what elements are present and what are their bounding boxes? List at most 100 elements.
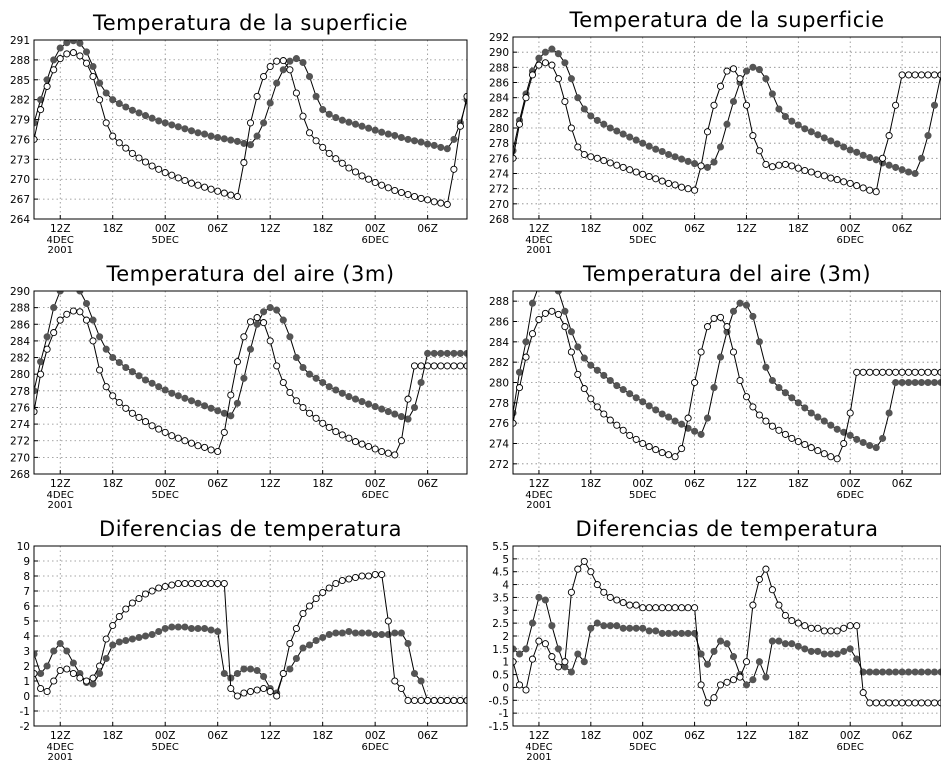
point-open [515,681,524,689]
point-filled [593,366,601,374]
point-open [820,172,828,180]
point-filled [266,304,274,312]
y-tick-label: 272 [489,184,509,196]
point-filled [371,630,379,639]
point-filled [749,312,757,320]
point-open [697,162,705,170]
point-open [312,414,320,422]
point-open [567,124,575,132]
point-open [632,601,640,609]
point-open [567,588,575,596]
point-filled [365,400,373,408]
point-open [292,89,300,97]
point-filled [456,349,464,357]
point-filled [814,131,822,139]
y-tick-label: 278 [10,386,30,398]
point-open [430,198,438,206]
point-filled [338,629,346,637]
point-filled [561,307,569,315]
point-open [632,435,640,443]
point-open [840,624,848,632]
point-open [561,97,569,106]
point-filled [207,404,215,412]
x-tick-label: 06Z [207,223,228,235]
point-filled [762,363,770,371]
point-open [358,440,366,448]
point-open [76,674,84,682]
point-open [548,653,556,661]
point-open [37,684,45,693]
point-open [115,398,123,407]
x-tick-sublabel: 4DEC [47,235,74,246]
point-filled [201,130,209,138]
point-filled [885,409,893,417]
point-filled [404,135,412,143]
point-open [96,662,104,670]
point-open [187,579,196,588]
point-open [917,368,926,376]
point-open [606,159,614,167]
point-filled [69,659,77,667]
point-filled [50,304,58,312]
point-open [678,604,686,612]
point-filled [924,378,932,387]
point-open [404,395,412,403]
point-open [639,604,647,612]
plot-area [513,291,941,463]
point-filled [338,389,346,397]
plot-frame [512,36,941,220]
x-tick-label: 06Z [892,730,913,742]
point-open [703,323,712,331]
x-tick-label: 12Z [736,478,757,490]
point-filled [613,127,621,135]
point-filled [580,658,588,666]
point-filled [905,378,913,387]
point-filled [911,668,919,676]
point-filled [840,647,848,655]
x-tick-sublabel: 4DEC [47,742,74,753]
point-open [122,404,130,412]
x-tick-label: 18Z [788,730,809,742]
point-open [34,408,38,416]
point-open [233,358,241,366]
y-tick-label: 288 [489,62,509,74]
point-filled [613,382,621,390]
point-open [122,144,130,152]
point-open [574,370,582,378]
point-filled [755,338,763,346]
point-filled [872,444,880,452]
point-open [619,599,627,607]
point-open [378,181,386,189]
point-open [135,413,143,421]
x-tick-sublabel: 2001 [48,245,73,256]
point-open [102,635,110,643]
x-tick-label: 12Z [260,223,281,235]
point-open [155,584,163,592]
point-open [917,71,926,79]
point-filled [141,376,150,384]
point-filled [574,650,582,658]
point-open [892,699,900,707]
x-tick-label: 12Z [260,730,281,742]
x-tick-sublabel: 6DEC [361,235,388,246]
y-tick-label: 282 [489,108,509,120]
point-open [684,185,692,193]
point-open [69,669,77,678]
x-tick-label: 06Z [892,478,913,490]
point-filled [122,103,130,111]
point-filled [148,114,156,122]
y-tick-label: 291 [10,35,30,47]
point-open [155,165,163,173]
y-tick-label: 270 [10,452,30,464]
point-filled [312,636,320,645]
point-open [89,337,97,345]
chart-title: Temperatura del aire (3m) [105,262,394,286]
x-tick-label: 00Z [155,478,176,490]
point-open [613,421,621,429]
point-open [286,639,294,648]
point-open [174,174,182,182]
point-open [443,200,451,208]
point-filled [279,66,287,74]
point-open [109,132,117,140]
y-tick-label: 276 [489,418,509,430]
